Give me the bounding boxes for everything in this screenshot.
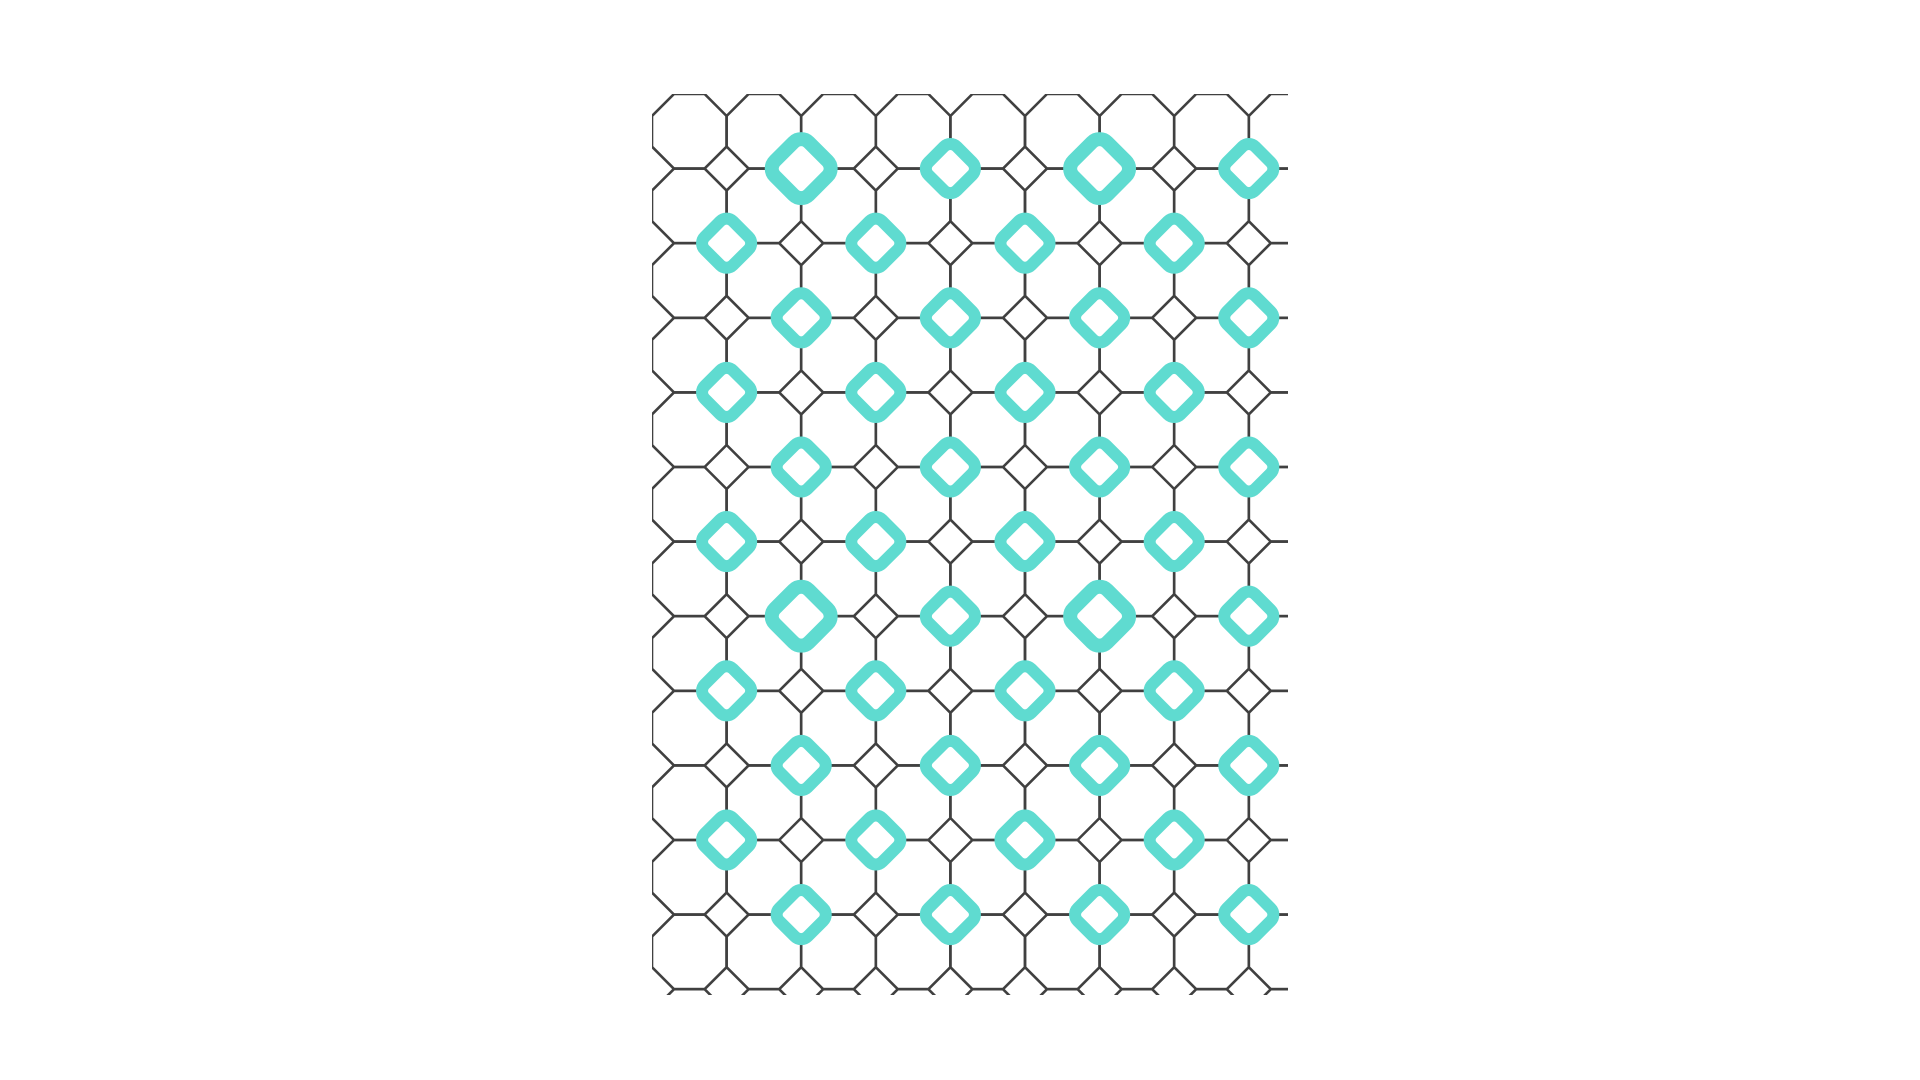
accent-diamond-ring <box>994 809 1056 871</box>
accent-diamond-ring <box>1218 585 1280 647</box>
accent-diamond-ring <box>919 287 981 349</box>
octagon-tile <box>740 987 787 995</box>
accent-diamond-ring <box>845 511 907 573</box>
octagon-tile <box>1039 987 1086 995</box>
accent-diamond-ring <box>1143 660 1205 722</box>
accent-diamond-ring <box>764 579 838 653</box>
accent-markers <box>696 132 1280 946</box>
octagon-tile <box>652 94 728 170</box>
octagon-tile <box>1247 94 1288 170</box>
accent-diamond-ring <box>919 436 981 498</box>
octagon-tile <box>1247 167 1288 245</box>
octagon-tile <box>1247 465 1288 543</box>
accent-diamond-ring <box>919 138 981 200</box>
accent-diamond-ring <box>1069 884 1131 946</box>
accent-diamond-ring <box>1069 734 1131 796</box>
accent-diamond-ring <box>770 287 832 349</box>
accent-diamond-ring <box>764 132 838 206</box>
accent-diamond-ring <box>696 809 758 871</box>
octagon-tile <box>1113 987 1160 995</box>
accent-diamond-ring <box>994 511 1056 573</box>
octagon-tile <box>1247 764 1288 842</box>
octagon-tile <box>1247 540 1288 618</box>
accent-diamond-ring <box>1218 884 1280 946</box>
octagon-tile <box>1247 838 1288 916</box>
octagon-tile <box>1247 614 1288 693</box>
accent-diamond-ring <box>1218 436 1280 498</box>
accent-diamond-ring <box>1218 138 1280 200</box>
accent-diamond-ring <box>770 884 832 946</box>
accent-diamond-ring <box>1143 361 1205 423</box>
accent-diamond-ring <box>994 212 1056 274</box>
octagon-tile <box>1247 391 1288 469</box>
accent-diamond-ring <box>994 660 1056 722</box>
accent-diamond-ring <box>994 361 1056 423</box>
accent-diamond-ring <box>1063 579 1137 653</box>
accent-diamond-ring <box>1069 436 1131 498</box>
octagon-tile <box>1188 987 1235 995</box>
accent-diamond-ring <box>1069 287 1131 349</box>
octagon-tile <box>964 987 1011 995</box>
accent-diamond-ring <box>1218 734 1280 796</box>
accent-diamond-ring <box>1143 809 1205 871</box>
accent-diamond-ring <box>919 884 981 946</box>
accent-diamond-ring <box>919 734 981 796</box>
accent-diamond-ring <box>845 809 907 871</box>
accent-diamond-ring <box>1143 212 1205 274</box>
octagon-tile <box>1247 241 1288 320</box>
accent-diamond-ring <box>1143 511 1205 573</box>
octagon-tile <box>1263 987 1288 995</box>
accent-diamond-ring <box>696 660 758 722</box>
octagon-tile <box>815 987 862 995</box>
octagon-tile <box>1247 316 1288 394</box>
accent-diamond-ring <box>845 361 907 423</box>
octagon-tile <box>1247 689 1288 767</box>
accent-diamond-ring <box>696 212 758 274</box>
accent-diamond-ring <box>770 436 832 498</box>
accent-diamond-ring <box>1218 287 1280 349</box>
octagon-tile <box>666 987 713 995</box>
octagon-tile <box>890 987 937 995</box>
octagon-tile <box>1247 913 1288 991</box>
accent-diamond-ring <box>770 734 832 796</box>
accent-diamond-ring <box>696 361 758 423</box>
accent-diamond-ring <box>696 511 758 573</box>
accent-diamond-ring <box>1063 132 1137 206</box>
octagon-tile <box>652 913 728 991</box>
accent-diamond-ring <box>919 585 981 647</box>
accent-diamond-ring <box>845 660 907 722</box>
accent-diamond-ring <box>845 212 907 274</box>
